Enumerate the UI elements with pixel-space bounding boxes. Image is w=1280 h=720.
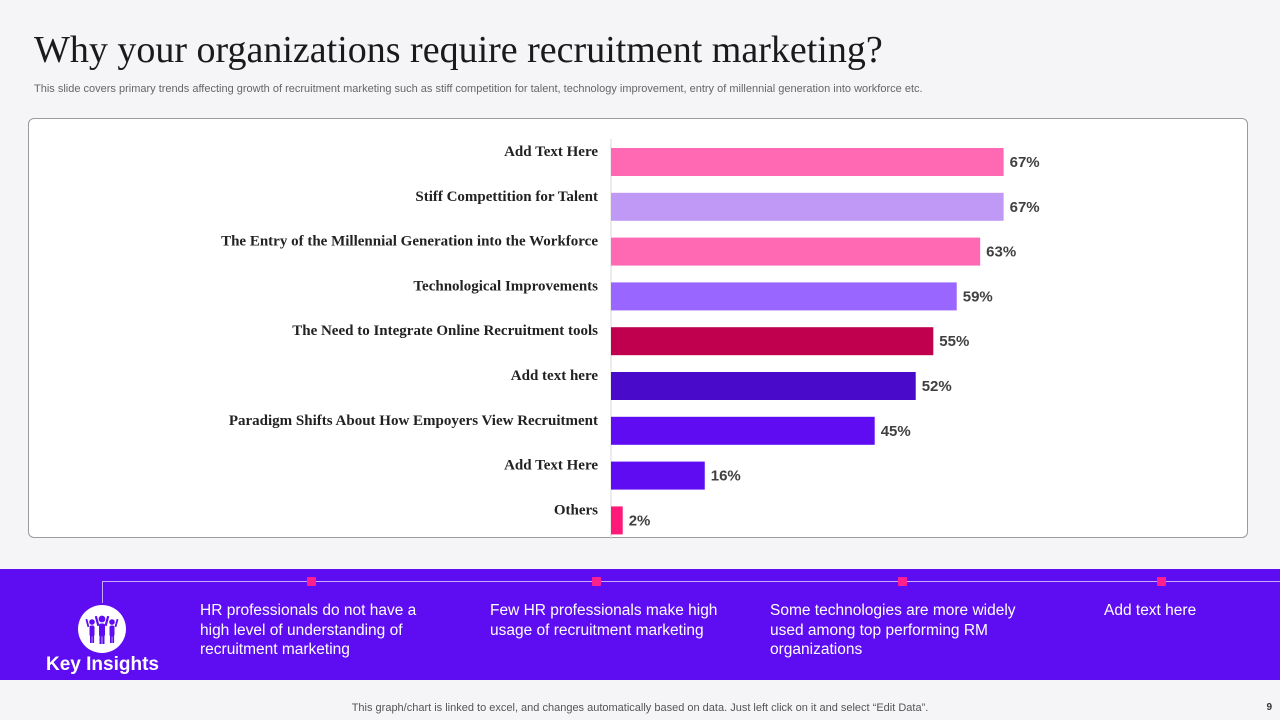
timeline-marker [898,577,907,586]
category-label: Add Text Here [504,458,598,474]
timeline-marker [592,577,601,586]
category-label: Add Text Here [504,144,598,160]
bar[interactable] [611,506,623,535]
bar[interactable] [611,372,916,400]
bar[interactable] [611,461,705,490]
page-subtitle: This slide covers primary trends affecti… [34,83,923,95]
page-number: 9 [1266,702,1272,713]
key-insights-bar: Key Insights HR professionals do not hav… [0,569,1280,680]
insight-text-1: HR professionals do not have a high leve… [200,602,417,658]
bar[interactable] [611,282,957,311]
bar[interactable] [611,327,934,356]
data-label: 55% [939,333,969,350]
bar-chart: Add Text Here 67% Stiff Compettition for T… [221,139,1040,539]
category-label: Add text here [511,368,599,384]
bar[interactable] [611,192,1004,221]
page-title: Why your organizations require recruitme… [34,29,883,71]
timeline-marker [1157,577,1166,586]
data-label: 2% [629,512,651,529]
category-label: Others [554,502,598,518]
data-label: 45% [881,423,911,440]
chart-panel: Add Text Here 67% Stiff Compettition for T… [28,118,1248,539]
data-label: 59% [963,288,993,305]
category-label: Paradigm Shifts About How Empoyers View … [229,413,598,429]
data-label: 16% [711,468,741,485]
data-label: 52% [922,378,952,395]
data-label: 67% [1010,199,1040,216]
bar[interactable] [611,416,875,445]
timeline-marker [307,577,316,586]
bar[interactable] [611,237,981,266]
key-insights-label: Key Insights [46,654,159,675]
category-label: Technological Improvements [413,278,598,294]
timeline-line [102,581,1280,582]
insight-text-3: Some technologies are more widely used a… [770,602,1016,658]
category-label: The Need to Integrate Online Recruitment… [292,323,598,339]
insight-text-4: Add text here [1104,602,1197,619]
footer-note: This graph/chart is linked to excel, and… [351,702,929,714]
category-label: The Entry of the Millennial Generation i… [221,234,598,250]
data-label: 67% [1010,154,1040,171]
category-label: Stiff Compettition for Talent [415,189,598,205]
team-icon [78,605,126,653]
insight-text-2: Few HR professionals make high usage of … [490,602,718,639]
bar[interactable] [611,148,1004,176]
timeline-connector [102,581,103,603]
data-label: 63% [986,244,1016,261]
